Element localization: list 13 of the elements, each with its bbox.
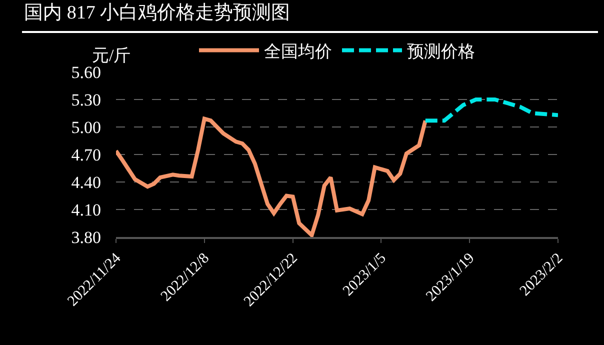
y-tick-label: 4.10	[71, 200, 101, 220]
chart-title: 国内 817 小白鸡价格走势预测图	[24, 2, 290, 24]
y-tick-label: 5.30	[71, 90, 101, 110]
y-tick-label: 5.00	[71, 118, 101, 137]
legend-label: 全国均价	[264, 42, 332, 61]
legend-label: 预测价格	[407, 42, 475, 61]
y-tick-label: 3.80	[71, 228, 101, 247]
line-series	[116, 116, 428, 237]
y-tick-label: 5.60	[71, 62, 101, 82]
y-tick-label: 4.40	[71, 172, 101, 192]
y-tick-label: 4.70	[71, 145, 101, 164]
y-axis-title: 元/斤	[92, 46, 131, 65]
line-series	[423, 98, 558, 123]
